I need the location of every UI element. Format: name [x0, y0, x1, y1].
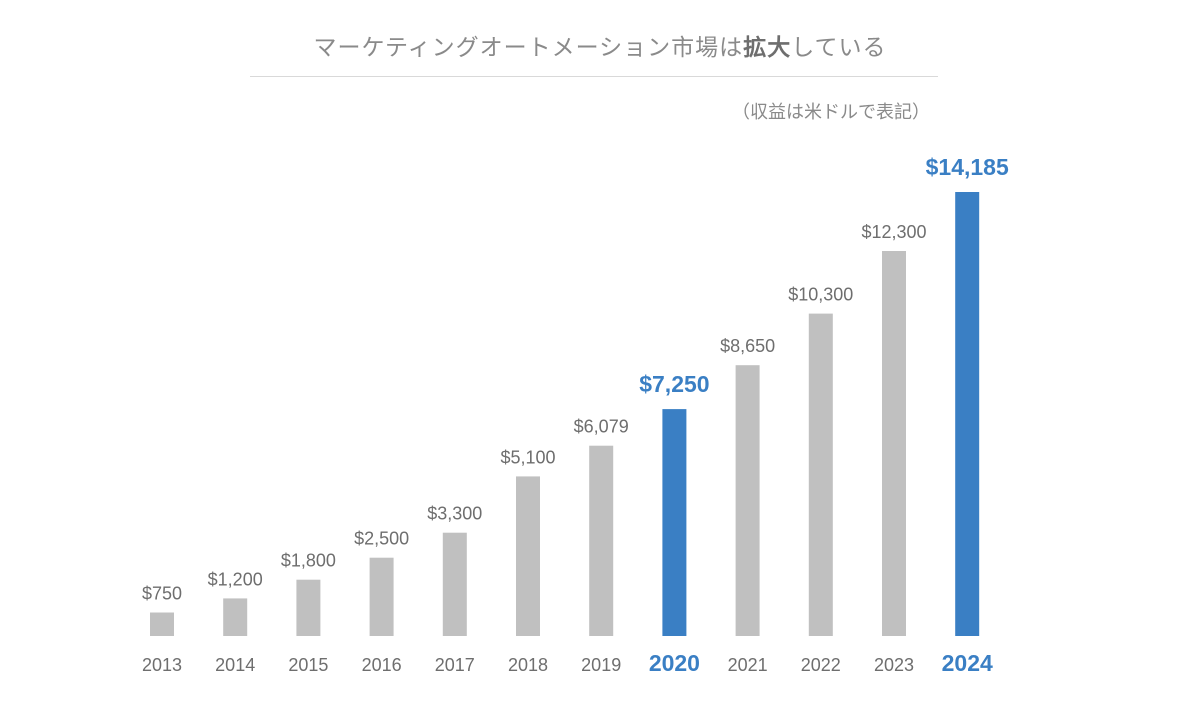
bar-2022: [808, 313, 833, 636]
chart-title-prefix: マーケティングオートメーション市場は: [313, 35, 744, 61]
value-label-2021: $8,650: [720, 336, 775, 356]
value-label-2023: $12,300: [861, 222, 926, 242]
value-label-2024: $14,185: [926, 154, 1009, 180]
x-tick-label-2013: 2013: [142, 655, 182, 675]
bar-2014: [223, 598, 248, 636]
bar-2019: [589, 445, 614, 636]
value-label-2022: $10,300: [788, 285, 853, 305]
x-tick-label-2016: 2016: [362, 655, 402, 675]
title-divider: [250, 76, 938, 77]
value-label-2019: $6,079: [574, 417, 629, 437]
bar-2016: [369, 557, 394, 636]
x-tick-label-2022: 2022: [801, 655, 841, 675]
x-tick-label-2023: 2023: [874, 655, 914, 675]
bar-2018: [516, 476, 540, 636]
bar-2017: [442, 532, 467, 636]
bar-2013: [150, 612, 174, 636]
x-tick-label-2015: 2015: [288, 655, 328, 675]
value-label-2015: $1,800: [281, 551, 336, 571]
x-tick-label-2019: 2019: [581, 655, 621, 675]
x-tick-label-2014: 2014: [215, 655, 255, 675]
bar-2024: [955, 192, 980, 636]
value-label-2018: $5,100: [500, 447, 555, 467]
bar-2015: [296, 579, 321, 636]
chart-subtitle: （収益は米ドルで表記）: [732, 102, 930, 123]
bar-2023: [882, 251, 906, 636]
x-tick-label-2021: 2021: [728, 655, 768, 675]
chart-title-suffix: している: [791, 35, 887, 61]
value-label-2016: $2,500: [354, 529, 409, 549]
x-tick-label-2020: 2020: [649, 650, 700, 676]
value-label-2020: $7,250: [639, 371, 709, 397]
chart-title-emphasis: 拡大: [743, 35, 792, 61]
x-tick-label-2024: 2024: [942, 650, 993, 676]
bar-2021: [735, 365, 760, 636]
value-label-2014: $1,200: [208, 569, 263, 589]
chart-title: マーケティングオートメーション市場は拡大している: [0, 28, 1200, 62]
value-label-2017: $3,300: [427, 504, 482, 524]
x-tick-label-2018: 2018: [508, 655, 548, 675]
bar-2020: [662, 409, 687, 636]
value-label-2013: $750: [142, 584, 182, 604]
x-tick-label-2017: 2017: [435, 655, 475, 675]
